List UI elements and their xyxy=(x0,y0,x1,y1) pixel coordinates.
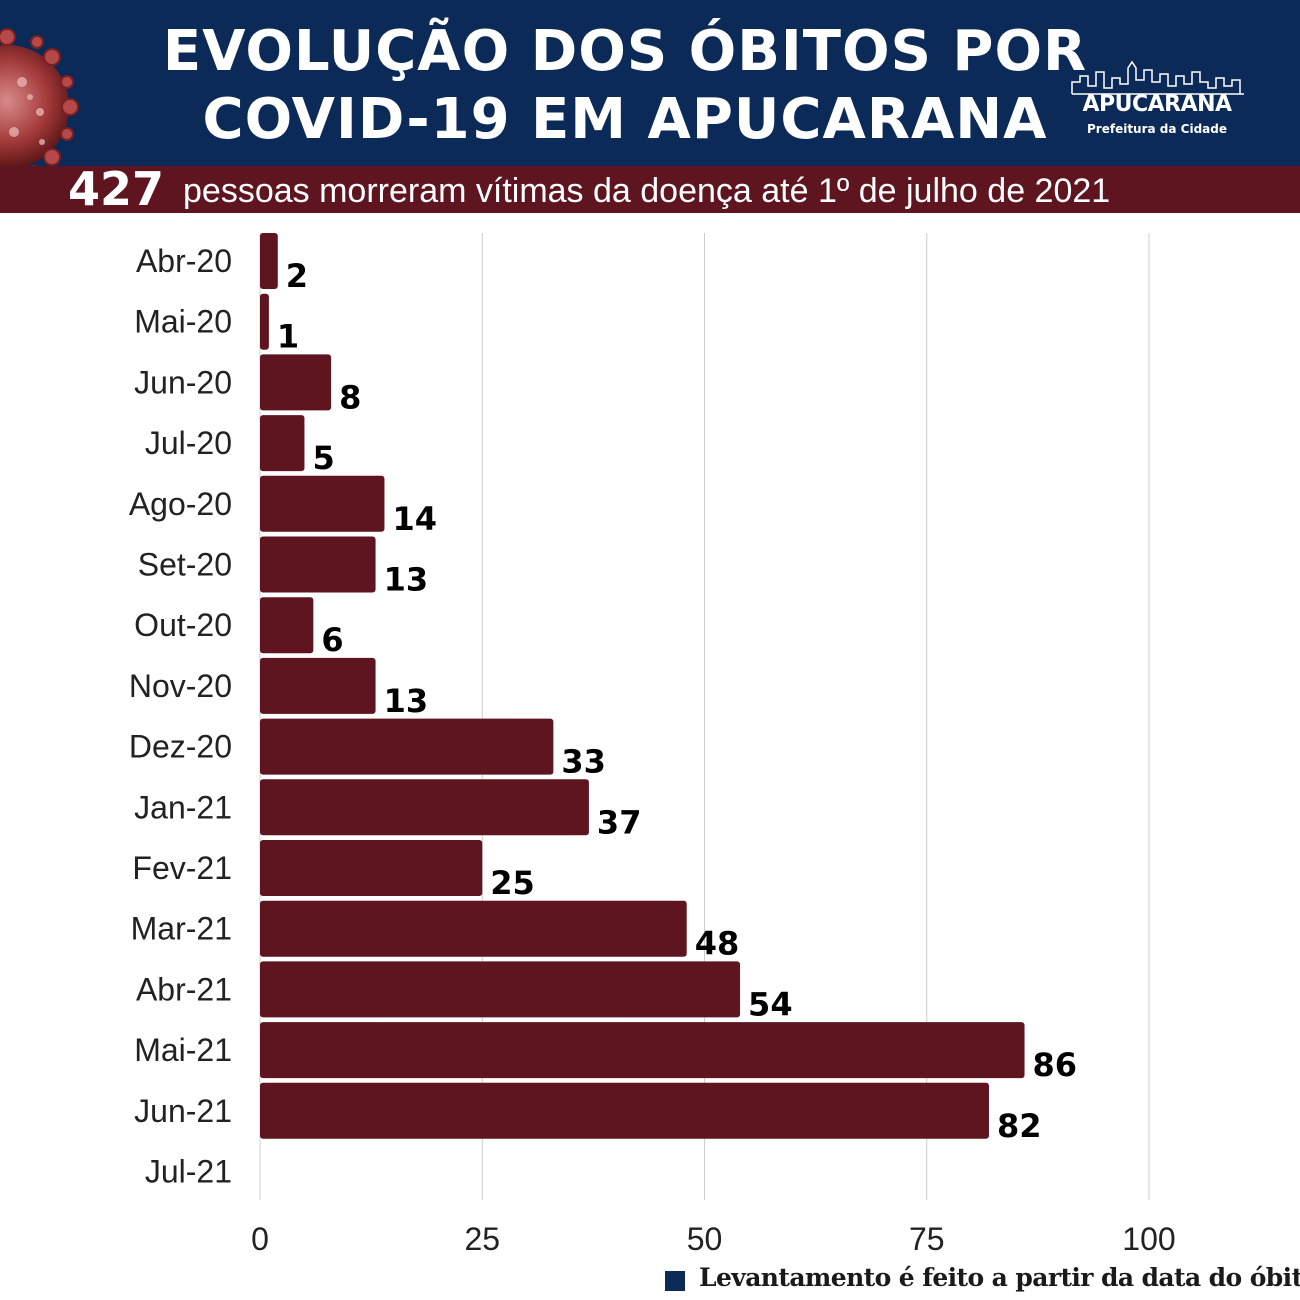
bar xyxy=(260,475,385,532)
data-label: 37 xyxy=(597,803,642,841)
category-label: Jul-20 xyxy=(145,425,232,461)
city-skyline-icon xyxy=(1071,60,1244,95)
bar xyxy=(260,233,278,289)
data-label: 6 xyxy=(321,621,343,659)
category-label: Nov-20 xyxy=(129,668,232,704)
bar xyxy=(260,293,269,350)
category-label: Abr-20 xyxy=(136,243,232,279)
apucarana-logo: APUCARANA Prefeitura da Cidade xyxy=(1062,58,1252,144)
category-label: Set-20 xyxy=(138,547,232,583)
header-bar: EVOLUÇÃO DOS ÓBITOS POR COVID-19 EM APUC… xyxy=(0,0,1300,186)
logo-subtitle: Prefeitura da Cidade xyxy=(1087,122,1227,136)
category-label: Jul-21 xyxy=(145,1154,232,1190)
footnote-marker xyxy=(665,1271,685,1291)
x-tick-label: 0 xyxy=(251,1221,269,1257)
bar xyxy=(260,1022,1025,1079)
data-label: 54 xyxy=(748,985,793,1023)
title-line-2: COVID-19 EM APUCARANA xyxy=(202,87,1048,152)
data-label: 2 xyxy=(286,257,308,295)
summary-banner xyxy=(0,166,1300,213)
data-label: 5 xyxy=(312,439,334,477)
bar xyxy=(260,536,376,593)
bar xyxy=(260,779,589,836)
data-label: 33 xyxy=(561,743,606,781)
footnote-text: Levantamento é feito a partir da data do… xyxy=(699,1263,1300,1292)
bar xyxy=(260,657,376,714)
logo-name: APUCARANA xyxy=(1082,92,1232,117)
category-label: Fev-21 xyxy=(132,850,232,886)
data-label: 48 xyxy=(695,925,740,963)
bar xyxy=(260,597,314,654)
bar xyxy=(260,1082,989,1139)
deaths-bar-chart: 0 25 50 75 100 Abr-20 2 Mai-20 1 Jun-20 8 Jul-20 5 Ag… xyxy=(129,233,1176,1257)
category-label: Out-20 xyxy=(134,607,232,643)
bar xyxy=(260,718,554,775)
data-label: 1 xyxy=(277,318,299,356)
x-tick-label: 75 xyxy=(909,1221,945,1257)
bar xyxy=(260,900,687,957)
category-label: Ago-20 xyxy=(129,486,232,522)
category-label: Mar-21 xyxy=(131,911,232,947)
bar xyxy=(260,961,741,1018)
x-tick-label: 50 xyxy=(687,1221,723,1257)
category-label: Mai-21 xyxy=(134,1032,232,1068)
title-line-1: EVOLUÇÃO DOS ÓBITOS POR xyxy=(162,19,1088,84)
x-tick-label: 25 xyxy=(464,1221,500,1257)
data-label: 13 xyxy=(384,561,429,599)
category-label: Dez-20 xyxy=(129,729,232,765)
data-label: 86 xyxy=(1033,1046,1078,1084)
data-label: 14 xyxy=(392,500,437,538)
category-label: Abr-21 xyxy=(136,971,232,1007)
bar xyxy=(260,415,305,472)
summary-text: pessoas morreram vítimas da doença até 1… xyxy=(183,172,1111,210)
bar xyxy=(260,840,483,896)
data-label: 13 xyxy=(384,682,429,720)
footnote: Levantamento é feito a partir da data do… xyxy=(665,1262,1300,1296)
data-label: 82 xyxy=(997,1107,1042,1145)
category-label: Jan-21 xyxy=(134,789,232,825)
bar xyxy=(260,354,332,411)
category-label: Jun-20 xyxy=(134,364,232,400)
x-tick-label: 100 xyxy=(1122,1221,1175,1257)
data-label: 8 xyxy=(339,378,361,416)
data-label: 25 xyxy=(490,864,535,902)
category-label: Jun-21 xyxy=(134,1093,232,1129)
chart-title: EVOLUÇÃO DOS ÓBITOS POR COVID-19 EM APUC… xyxy=(150,18,1100,154)
death-count: 427 xyxy=(68,162,165,216)
category-label: Mai-20 xyxy=(134,304,232,340)
